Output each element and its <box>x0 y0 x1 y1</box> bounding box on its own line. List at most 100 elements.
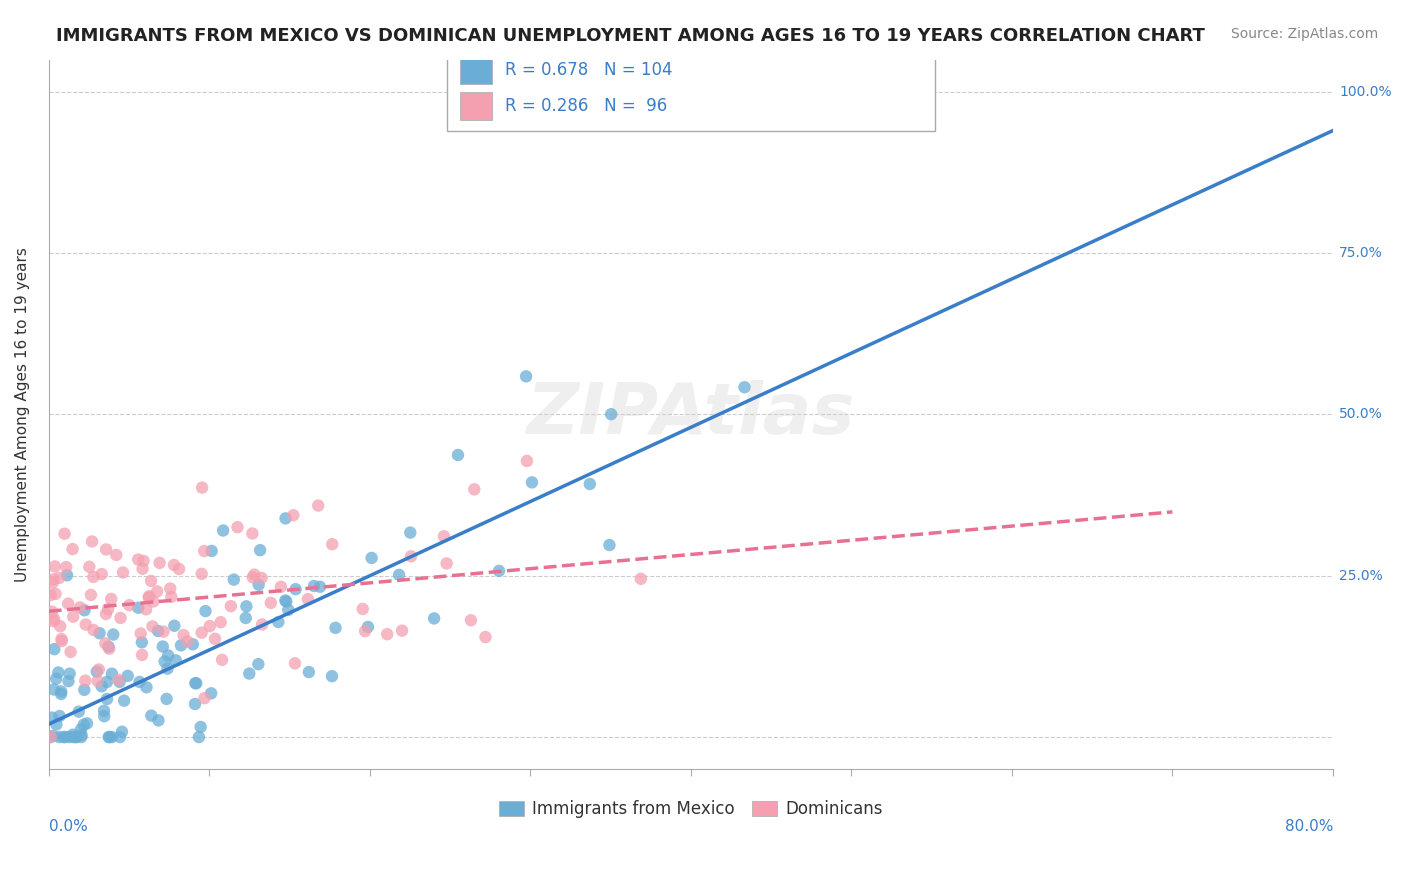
Point <box>128 674 150 689</box>
Point <box>600 407 623 421</box>
Point <box>108 674 131 689</box>
Point <box>48 709 70 723</box>
Point <box>204 632 226 646</box>
Point <box>39 588 62 602</box>
Point <box>42 614 65 628</box>
Point <box>138 590 160 604</box>
Point <box>44 642 66 657</box>
Point <box>267 615 290 629</box>
Point <box>67 705 90 719</box>
Point <box>598 538 620 552</box>
Point <box>42 682 65 697</box>
Point <box>163 619 186 633</box>
Point <box>42 575 65 590</box>
Point <box>211 653 233 667</box>
Point <box>141 619 163 633</box>
Point <box>79 559 101 574</box>
Point <box>274 593 297 607</box>
Point <box>201 544 224 558</box>
Point <box>149 556 172 570</box>
Legend: Immigrants from Mexico, Dominicans: Immigrants from Mexico, Dominicans <box>492 794 889 825</box>
Point <box>70 728 93 742</box>
Text: IMMIGRANTS FROM MEXICO VS DOMINICAN UNEMPLOYMENT AMONG AGES 16 TO 19 YEARS CORRE: IMMIGRANTS FROM MEXICO VS DOMINICAN UNEM… <box>56 27 1205 45</box>
Point <box>48 665 70 680</box>
Point <box>235 599 257 614</box>
Point <box>41 710 63 724</box>
Point <box>436 557 458 571</box>
Point <box>152 640 174 654</box>
Point <box>105 548 128 562</box>
Point <box>156 662 179 676</box>
Point <box>45 587 67 601</box>
Point <box>247 657 270 672</box>
Point <box>515 369 537 384</box>
Point <box>39 730 62 744</box>
Point <box>51 684 73 698</box>
Point <box>117 669 139 683</box>
Point <box>97 640 120 654</box>
Point <box>630 572 652 586</box>
Point <box>578 477 600 491</box>
Point <box>70 730 93 744</box>
Point <box>89 626 111 640</box>
Point <box>274 511 297 525</box>
Point <box>226 520 249 534</box>
Point <box>53 526 76 541</box>
Point <box>55 560 77 574</box>
Point <box>138 591 160 605</box>
Point <box>391 624 413 638</box>
Point <box>354 624 377 639</box>
Point <box>167 562 190 576</box>
Point <box>165 653 187 667</box>
Point <box>474 630 496 644</box>
Text: 80.0%: 80.0% <box>1285 819 1333 834</box>
Point <box>98 641 121 656</box>
Point <box>73 717 96 731</box>
Point <box>191 481 214 495</box>
Text: 75.0%: 75.0% <box>1340 246 1384 260</box>
Point <box>93 709 115 723</box>
Point <box>190 625 212 640</box>
Point <box>94 542 117 557</box>
Point <box>75 673 97 688</box>
Point <box>70 723 93 737</box>
Point <box>132 554 155 568</box>
Bar <box>460 56 492 85</box>
Point <box>250 571 273 585</box>
Point <box>42 572 65 586</box>
Point <box>87 663 110 677</box>
Point <box>249 543 271 558</box>
Point <box>163 558 186 572</box>
Point <box>62 542 84 557</box>
Point <box>59 666 82 681</box>
Point <box>146 584 169 599</box>
Point <box>388 568 411 582</box>
Point <box>135 681 157 695</box>
Point <box>153 655 176 669</box>
Point <box>90 567 112 582</box>
Point <box>73 603 96 617</box>
Point <box>93 704 115 718</box>
Point <box>44 559 66 574</box>
Point <box>56 597 79 611</box>
Point <box>139 574 162 588</box>
Point <box>103 627 125 641</box>
Point <box>131 635 153 649</box>
Text: 0.0%: 0.0% <box>49 819 87 834</box>
Point <box>283 508 305 523</box>
Point <box>247 577 270 591</box>
Point <box>302 579 325 593</box>
Point <box>520 475 543 490</box>
Point <box>58 730 80 744</box>
Point <box>111 724 134 739</box>
Point <box>375 627 398 641</box>
Point <box>86 665 108 679</box>
Point <box>118 598 141 612</box>
Point <box>321 669 343 683</box>
Point <box>190 566 212 581</box>
Point <box>187 730 209 744</box>
Point <box>357 620 380 634</box>
Point <box>243 567 266 582</box>
Point <box>190 720 212 734</box>
Point <box>173 628 195 642</box>
